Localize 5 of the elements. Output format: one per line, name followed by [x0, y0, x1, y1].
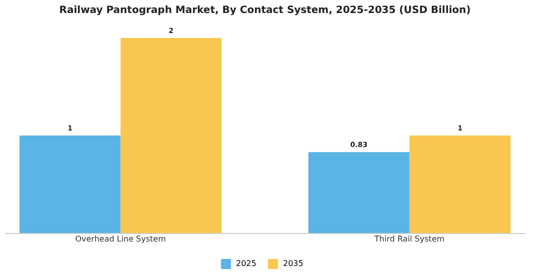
legend-label: 2025	[236, 259, 256, 268]
x-tick-label: Overhead Line System	[75, 234, 166, 244]
x-tick-label: Third Rail System	[373, 234, 445, 244]
legend-label: 2035	[283, 259, 304, 268]
chart-title: Railway Pantograph Market, By Contact System, 2025-2035 (USD Billion)	[59, 5, 471, 16]
